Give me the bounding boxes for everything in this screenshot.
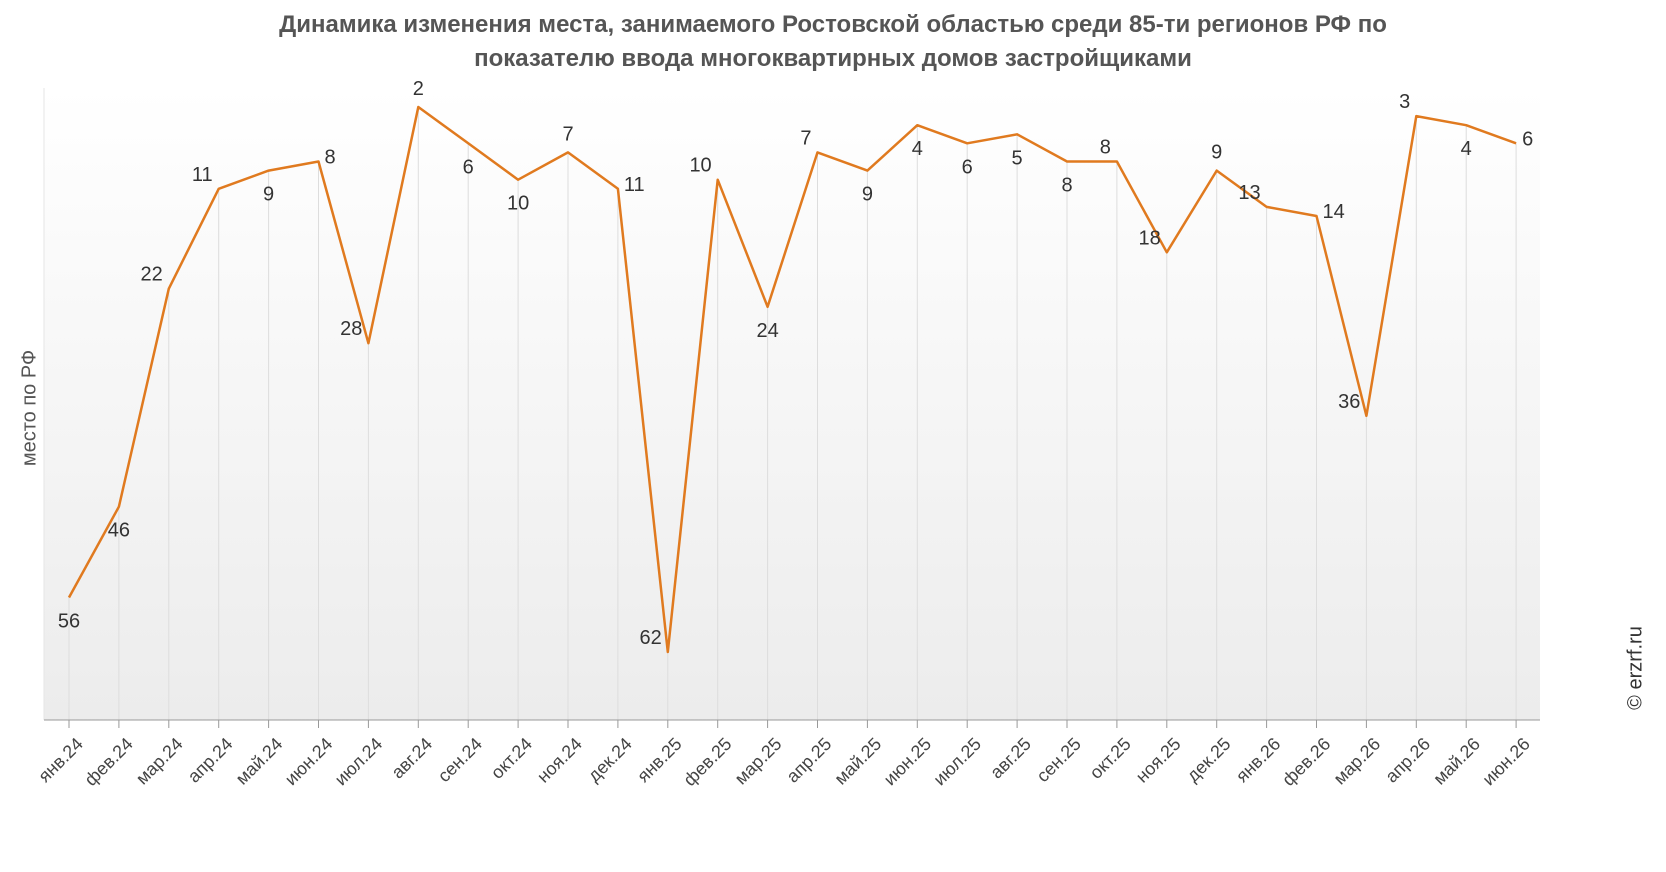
data-label-5: 9 [263,184,274,206]
data-label-2: 46 [108,520,130,542]
data-label-13: 62 [640,627,662,649]
x-tick-label-1: янв.24 [34,734,87,787]
x-tick-label-18: июн.25 [880,734,936,790]
data-label-29: 4 [1461,138,1472,160]
data-label-10: 10 [507,193,529,215]
data-label-28: 3 [1399,91,1410,113]
x-tick-label-12: дек.24 [584,734,636,786]
x-tick-label-24: дек.25 [1183,734,1235,786]
data-label-25: 13 [1238,182,1260,204]
x-tick-label-13: янв.25 [633,734,686,787]
x-tick-label-3: мар.24 [132,734,187,789]
x-tick-label-6: июн.24 [281,734,337,790]
chart-title-line-2: показателю ввода многоквартирных домов з… [474,45,1192,72]
data-label-20: 5 [1012,147,1023,169]
x-tick-label-5: май.24 [232,734,287,789]
data-label-21: 8 [1061,175,1072,197]
x-tick-label-11: ноя.24 [533,734,586,787]
data-label-30: 6 [1522,128,1533,150]
x-tick-label-15: мар.25 [731,734,786,789]
data-label-17: 9 [862,184,873,206]
x-tick-label-20: авг.25 [986,734,1035,783]
x-tick-label-7: июл.24 [331,734,387,790]
x-tick-label-21: сен.25 [1033,734,1085,786]
data-label-3: 22 [141,264,163,286]
data-label-6: 8 [325,147,336,169]
chart-title: Динамика изменения места, занимаемого Ро… [0,8,1666,76]
series-line [67,105,1517,654]
data-label-14: 10 [689,155,711,177]
series-group [67,105,1517,654]
x-tick-label-30: июн.26 [1478,734,1534,790]
data-label-16: 7 [800,127,811,149]
x-tick-label-10: окт.24 [487,734,536,783]
data-label-4: 11 [192,164,213,186]
data-label-1: 56 [58,611,80,633]
data-label-24: 9 [1211,142,1222,164]
x-tick-label-16: апр.25 [782,734,835,787]
data-label-19: 6 [962,156,973,178]
x-tick-label-27: мар.26 [1330,734,1385,789]
x-tick-label-25: янв.26 [1232,734,1285,787]
data-label-11: 7 [562,123,573,145]
data-label-22: 8 [1100,137,1111,159]
data-label-9: 6 [463,156,474,178]
data-label-12: 11 [624,174,645,196]
grid-lines [43,88,1517,720]
x-tick-label-19: июл.25 [929,734,985,790]
x-tick-labels: янв.24фев.24мар.24апр.24май.24июн.24июл.… [34,734,1534,790]
x-tick-label-8: авг.24 [387,734,436,783]
data-label-15: 24 [756,320,778,342]
data-label-23: 18 [1139,227,1161,249]
chart-title-line-1: Динамика изменения места, занимаемого Ро… [279,11,1387,38]
data-label-8: 2 [413,78,424,100]
x-tick-label-2: фев.24 [81,734,137,790]
plot-area [44,88,1540,720]
x-tick-label-4: апр.24 [184,734,237,787]
x-tick-label-17: май.25 [830,734,885,789]
data-label-27: 36 [1338,391,1360,413]
data-label-18: 4 [912,138,923,160]
x-tick-label-28: апр.26 [1381,734,1434,787]
x-axis [44,719,1540,728]
data-label-26: 14 [1323,201,1345,223]
x-tick-label-22: окт.25 [1086,734,1135,783]
x-tick-label-26: фев.26 [1278,734,1334,790]
x-tick-label-14: фев.25 [679,734,735,790]
x-tick-label-23: ноя.25 [1132,734,1185,787]
data-label-7: 28 [340,318,362,340]
x-tick-label-9: сен.24 [434,734,486,786]
x-tick-label-29: май.26 [1429,734,1484,789]
